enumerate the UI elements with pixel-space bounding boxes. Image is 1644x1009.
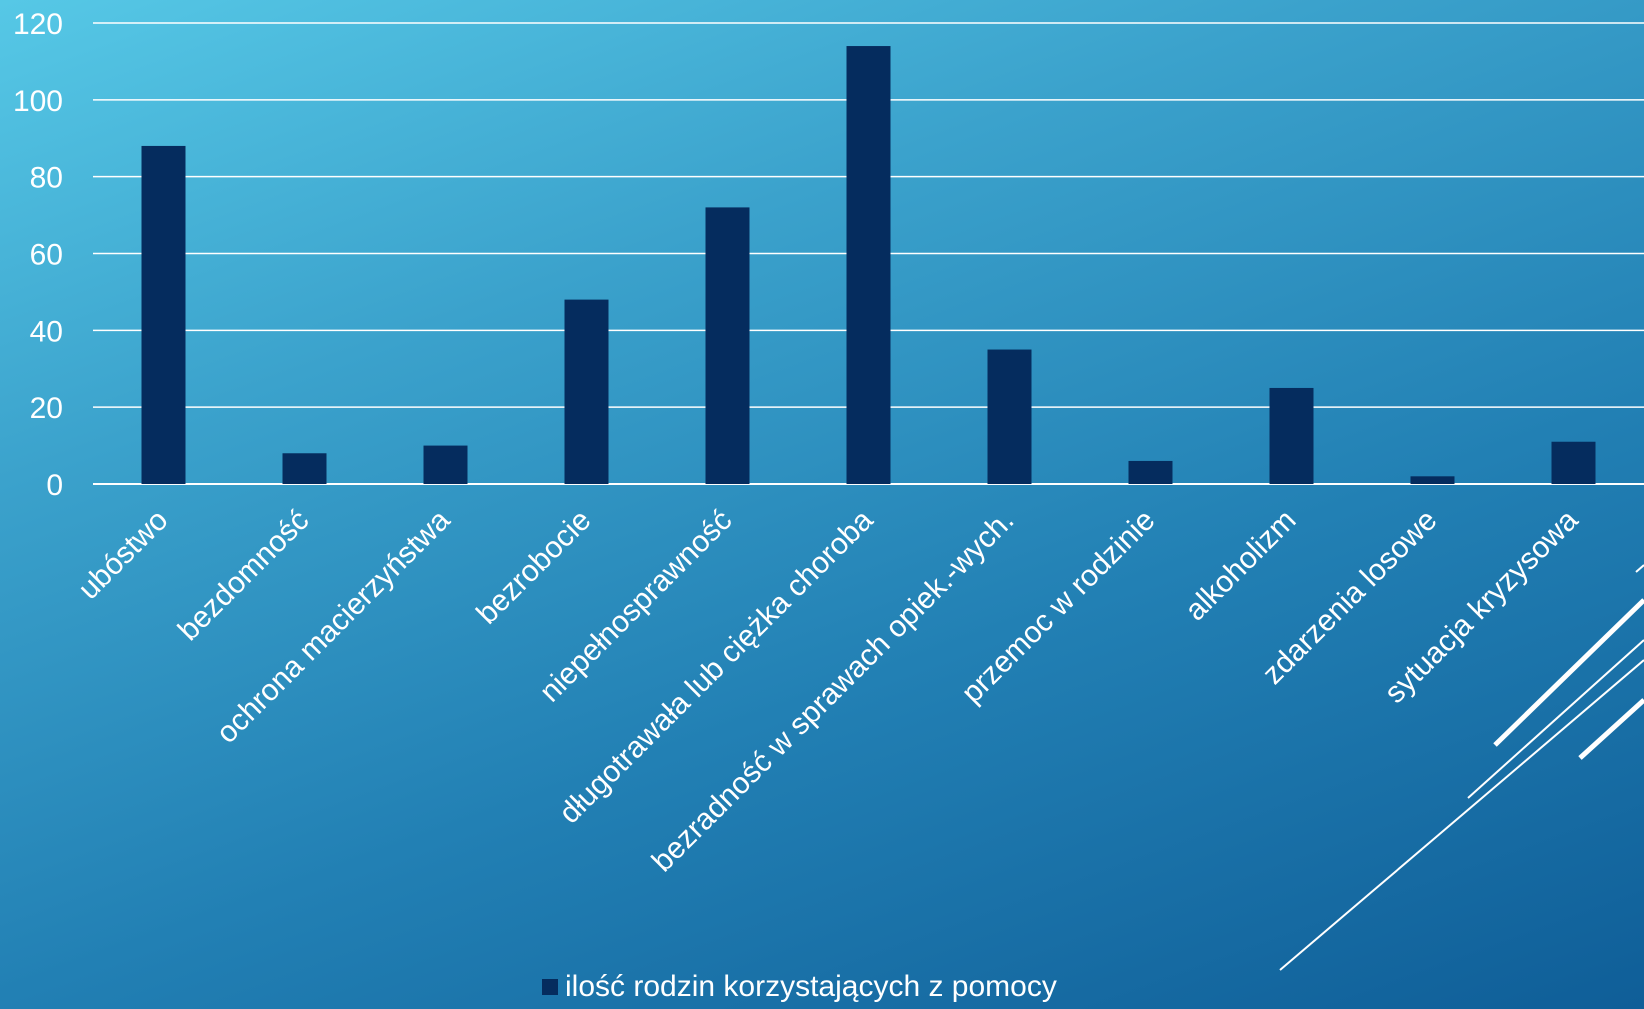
y-tick-label: 120 <box>13 8 63 41</box>
legend: ilość rodzin korzystających z pomocy <box>542 968 1057 1006</box>
bars <box>141 46 1596 485</box>
bar <box>1410 476 1455 484</box>
x-tick-label: bezdomność <box>172 504 316 648</box>
y-tick-label: 80 <box>30 162 63 195</box>
bar <box>987 349 1032 484</box>
y-tick-label: 100 <box>13 85 63 118</box>
y-axis: 0 20 40 60 80 100 120 <box>13 8 63 502</box>
bar <box>423 445 468 484</box>
bar <box>705 207 750 484</box>
x-tick-label: bezrobocie <box>470 504 597 631</box>
y-tick-label: 0 <box>46 469 63 502</box>
x-tick-label: ubóstwo <box>72 504 174 606</box>
bar <box>141 145 186 484</box>
decorative-line <box>1467 639 1644 799</box>
legend-label: ilość rodzin korzystających z pomocy <box>565 970 1057 1003</box>
decorative-line <box>1493 598 1644 747</box>
x-tick-label: długotrawała lub ciężka choroba <box>553 503 880 830</box>
decorative-line <box>1279 659 1644 971</box>
x-tick-label: ochrona macierzyństwa <box>210 503 456 749</box>
bar <box>564 299 609 484</box>
bar <box>1269 387 1314 484</box>
decorative-line <box>1578 698 1644 760</box>
y-tick-label: 40 <box>30 315 63 348</box>
y-tick-label: 20 <box>30 392 63 425</box>
y-tick-label: 60 <box>30 239 63 272</box>
bar <box>1551 441 1596 484</box>
bar <box>846 46 891 485</box>
bar <box>1128 460 1173 484</box>
legend-swatch <box>542 979 558 995</box>
decorative-lines <box>1279 564 1644 971</box>
bar <box>282 453 327 484</box>
decorative-line <box>1635 564 1644 573</box>
x-tick-label: alkoholizm <box>1179 504 1303 628</box>
